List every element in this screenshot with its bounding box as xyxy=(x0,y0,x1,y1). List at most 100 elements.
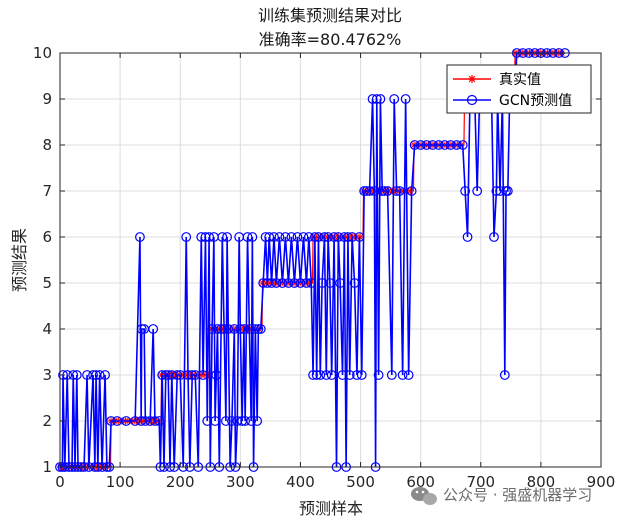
x-tick-label: 100 xyxy=(106,473,135,491)
x-tick-label: 700 xyxy=(466,473,495,491)
x-tick-label: 600 xyxy=(406,473,435,491)
legend-label-pred: GCN预测值 xyxy=(499,93,572,109)
pred-value-marker xyxy=(337,370,348,380)
pred-value-marker xyxy=(130,416,141,426)
pred-value-marker xyxy=(311,370,322,380)
pred-value-marker xyxy=(301,278,312,288)
pred-value-marker xyxy=(427,140,438,150)
pred-value-marker xyxy=(457,140,468,150)
pred-value-marker xyxy=(298,232,309,242)
pred-value-marker xyxy=(187,370,198,380)
x-tick-label: 0 xyxy=(55,473,65,491)
pred-value-marker xyxy=(239,324,249,334)
pred-value-marker xyxy=(196,232,207,242)
pred-value-marker xyxy=(271,278,282,288)
pred-value-marker xyxy=(58,370,68,380)
pred-value-marker xyxy=(148,324,159,334)
pred-value-marker xyxy=(202,416,213,426)
pred-value-marker xyxy=(502,186,513,196)
pred-value-marker xyxy=(451,140,462,150)
pred-value-marker xyxy=(460,186,471,196)
pred-value-marker xyxy=(397,370,408,380)
pred-value-marker xyxy=(221,416,231,426)
pred-value-marker xyxy=(71,370,82,380)
pred-value-marker xyxy=(315,370,326,380)
y-tick-label: 5 xyxy=(42,274,52,292)
x-tick-label: 900 xyxy=(587,473,616,491)
pred-value-marker xyxy=(364,186,375,196)
pred-value-marker xyxy=(280,232,291,242)
y-tick-label: 2 xyxy=(42,412,52,430)
wechat-icon xyxy=(411,487,437,505)
x-tick-label: 400 xyxy=(286,473,315,491)
axis-ticks: 0 100 200 300 400 500 600 700 800 900 1 2 3 4 5 6 7 8 9 10 xyxy=(33,44,615,491)
pred-value-marker xyxy=(317,278,327,288)
pred-value-marker xyxy=(217,232,228,242)
pred-value-marker xyxy=(94,370,105,380)
watermark: 公众号 · 强盛机器学习 xyxy=(411,486,592,505)
pred-value-marker xyxy=(292,232,303,242)
pred-value-marker xyxy=(250,324,261,334)
pred-value-marker xyxy=(352,370,362,380)
pred-value-marker xyxy=(157,370,168,380)
pred-value-marker xyxy=(210,416,220,426)
pred-value-marker xyxy=(211,370,222,380)
legend: 真实值 GCN预测值 xyxy=(446,64,592,114)
pred-value-marker xyxy=(274,232,285,242)
pred-value-marker xyxy=(229,324,240,334)
y-tick-label: 1 xyxy=(42,458,52,476)
pred-value-marker xyxy=(361,186,372,196)
pred-value-marker xyxy=(255,324,266,334)
pred-value-marker xyxy=(375,94,386,104)
x-tick-label: 200 xyxy=(166,473,195,491)
pred-value-marker xyxy=(190,370,201,380)
pred-value-marker xyxy=(181,232,192,242)
pred-value-marker xyxy=(306,278,317,288)
pred-value-marker xyxy=(88,370,98,380)
y-tick-label: 7 xyxy=(42,182,52,200)
pred-value-marker xyxy=(319,232,330,242)
pred-value-marker xyxy=(198,370,208,380)
pred-value-marker xyxy=(321,370,332,380)
pred-value-marker xyxy=(68,370,79,380)
pred-value-marker xyxy=(433,140,444,150)
x-tick-label: 800 xyxy=(527,473,556,491)
pred-value-marker xyxy=(326,370,337,380)
y-tick-label: 9 xyxy=(42,90,52,108)
pred-value-marker xyxy=(219,324,230,334)
pred-value-marker xyxy=(421,140,432,150)
pred-value-marker xyxy=(106,416,116,426)
pred-value-marker xyxy=(373,370,384,380)
pred-value-marker xyxy=(329,232,340,242)
pred-value-marker xyxy=(289,278,300,288)
pred-value-marker xyxy=(343,232,353,242)
pred-value-marker xyxy=(303,232,314,242)
y-tick-label: 6 xyxy=(42,228,52,246)
pred-value-marker xyxy=(154,416,165,426)
pred-value-marker xyxy=(369,186,380,196)
pred-value-marker xyxy=(308,370,318,380)
pred-value-marker xyxy=(216,324,226,334)
pred-value-marker xyxy=(323,232,333,242)
pred-value-marker xyxy=(379,186,390,196)
pred-value-marker xyxy=(445,140,456,150)
x-tick-label: 500 xyxy=(346,473,375,491)
pred-value-marker xyxy=(403,370,414,380)
pred-value-marker xyxy=(253,324,264,334)
y-tick-label: 3 xyxy=(42,366,52,384)
pred-value-marker xyxy=(283,278,294,288)
pred-value-marker xyxy=(489,232,499,242)
pred-value-marker xyxy=(391,186,402,196)
pred-value-marker xyxy=(499,370,510,380)
plot-frame xyxy=(59,52,602,468)
legend-marker-true xyxy=(468,75,476,83)
pred-value-marker xyxy=(252,416,263,426)
pred-value-marker xyxy=(286,232,297,242)
pred-value-marker xyxy=(309,232,320,242)
pred-value-marker xyxy=(472,186,483,196)
y-tick-label: 10 xyxy=(33,44,52,62)
pred-value-marker xyxy=(232,416,243,426)
chart-subtitle: 准确率=80.4762% xyxy=(259,30,402,49)
pred-value-marker xyxy=(333,232,344,242)
